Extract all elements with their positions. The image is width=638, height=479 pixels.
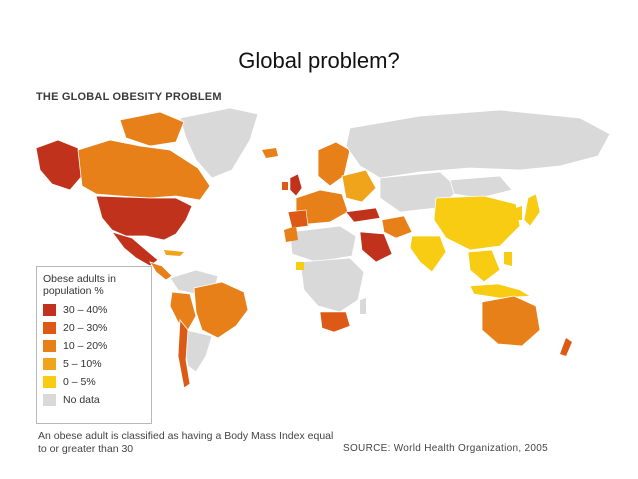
central-america bbox=[149, 261, 173, 281]
legend-title: Obese adults in population % bbox=[43, 273, 116, 297]
north-africa bbox=[289, 225, 357, 263]
india bbox=[409, 235, 447, 273]
australia bbox=[481, 295, 541, 347]
legend-label: 0 – 5% bbox=[63, 376, 96, 388]
usa bbox=[95, 195, 193, 241]
uk bbox=[289, 173, 303, 197]
west-africa-spot bbox=[296, 262, 304, 270]
legend-swatch bbox=[43, 340, 56, 352]
legend-item: 10 – 20% bbox=[43, 337, 145, 355]
greenland bbox=[179, 107, 259, 179]
legend-label: 5 – 10% bbox=[63, 358, 102, 370]
legend-label: 30 – 40% bbox=[63, 304, 108, 316]
iceland bbox=[262, 148, 278, 158]
morocco bbox=[284, 226, 298, 242]
legend-label: 20 – 30% bbox=[63, 322, 108, 334]
bmi-footnote: An obese adult is classified as having a… bbox=[38, 430, 334, 455]
new-zealand bbox=[560, 338, 572, 356]
legend-item: 5 – 10% bbox=[43, 355, 145, 373]
turkey bbox=[345, 207, 381, 223]
ireland bbox=[282, 182, 288, 190]
alaska bbox=[35, 139, 83, 191]
slide-title: Global problem? bbox=[238, 48, 400, 73]
legend-swatch bbox=[43, 394, 56, 406]
iberia bbox=[287, 209, 309, 229]
eastern-europe bbox=[341, 169, 377, 203]
legend-item: 0 – 5% bbox=[43, 373, 145, 391]
china bbox=[433, 195, 521, 251]
legend-swatch bbox=[43, 322, 56, 334]
south-africa bbox=[319, 311, 351, 333]
iran bbox=[381, 215, 413, 239]
legend-item: No data bbox=[43, 391, 145, 409]
japan bbox=[523, 193, 541, 227]
map-legend: Obese adults in population % 30 – 40% 20… bbox=[36, 266, 152, 424]
map-heading: THE GLOBAL OBESITY PROBLEM bbox=[36, 91, 222, 103]
legend-label: 10 – 20% bbox=[63, 340, 108, 352]
cuba bbox=[164, 250, 184, 256]
legend-label: No data bbox=[63, 394, 100, 406]
madagascar bbox=[360, 298, 366, 314]
brazil bbox=[193, 281, 249, 339]
argentina bbox=[183, 329, 213, 373]
central-africa bbox=[299, 257, 365, 313]
saudi-arabia bbox=[359, 231, 393, 263]
canada-islands bbox=[119, 111, 185, 147]
source-credit: SOURCE: World Health Organization, 2005 bbox=[343, 443, 548, 454]
indonesia bbox=[469, 283, 531, 299]
southeast-asia bbox=[467, 249, 501, 283]
canada bbox=[77, 139, 211, 201]
chile bbox=[177, 318, 191, 389]
korea bbox=[516, 206, 522, 220]
legend-item: 30 – 40% bbox=[43, 301, 145, 319]
legend-swatch bbox=[43, 358, 56, 370]
russia bbox=[345, 109, 611, 179]
legend-swatch bbox=[43, 304, 56, 316]
philippines bbox=[504, 252, 512, 266]
legend-swatch bbox=[43, 376, 56, 388]
legend-item: 20 – 30% bbox=[43, 319, 145, 337]
mongolia bbox=[449, 175, 513, 199]
